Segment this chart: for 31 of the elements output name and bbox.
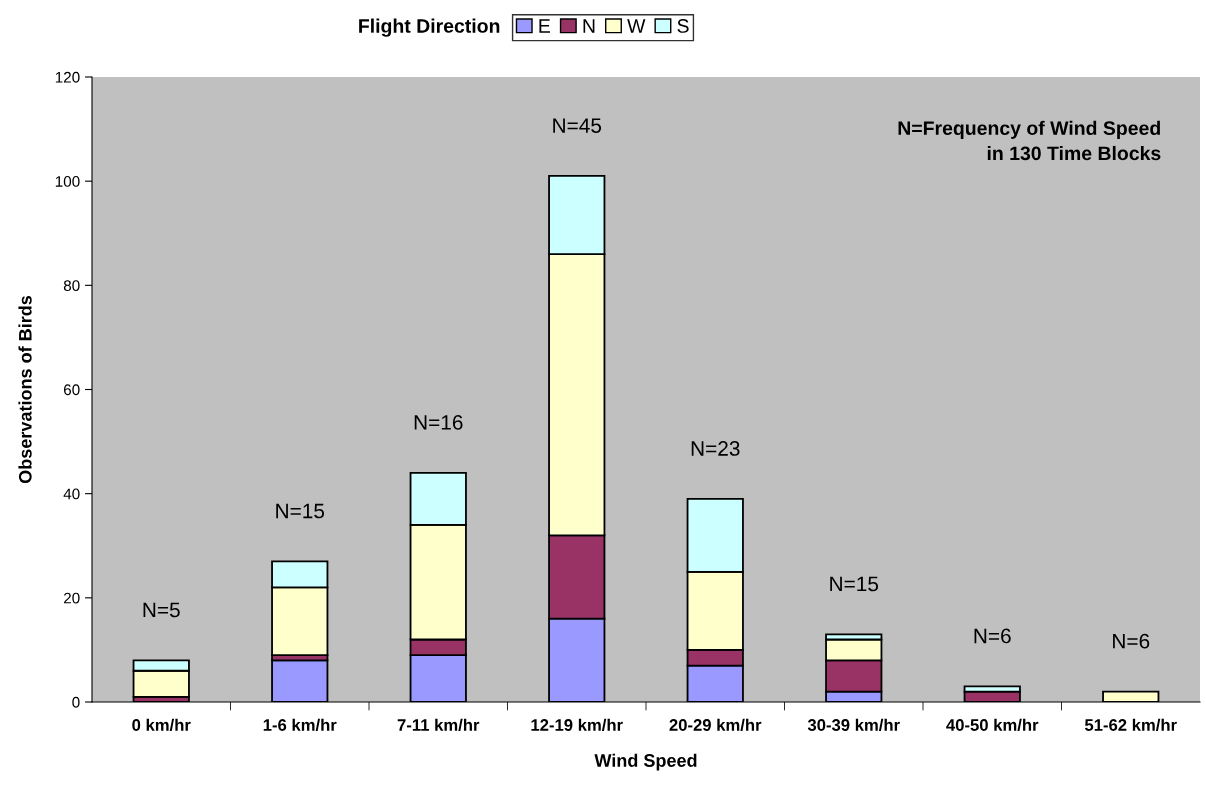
annotation: N=45	[553, 118, 602, 133]
annotation: N=6	[1113, 633, 1150, 649]
legend-title: Flight Direction	[359, 18, 500, 37]
annotation: N=15	[276, 503, 325, 519]
annotation: N=Frequency of Wind Speed in 130 Time Blocks	[898, 120, 1161, 161]
annotation: N=15	[830, 576, 879, 592]
x-tick-label: 12-19 km/hr	[531, 718, 623, 732]
x-tick-label: 40-50 km/hr	[946, 718, 1039, 732]
x-tick-label: 1-6 km/hr	[263, 718, 337, 732]
legend-label: N	[583, 19, 595, 33]
legend-label: S	[677, 19, 689, 33]
y-tick-label: 20	[63, 592, 80, 604]
legend-label: W	[627, 19, 646, 33]
annotation: N=16	[414, 415, 463, 430]
y-tick-label: 0	[72, 696, 80, 708]
y-tick-label: 60	[63, 384, 80, 396]
annotation: N=6	[974, 628, 1011, 644]
y-tick-label: 100	[55, 176, 80, 187]
x-tick-label: 51-62 km/hr	[1084, 718, 1177, 732]
legend-label: E	[539, 19, 550, 33]
annotation: N=5	[143, 602, 180, 618]
y-axis-title: Observations of Birds	[18, 295, 32, 484]
x-tick-label: 0 km/hr	[132, 718, 191, 732]
y-tick-label: 120	[55, 71, 80, 83]
y-tick-label: 40	[63, 488, 80, 500]
x-tick-label: 30-39 km/hr	[807, 718, 900, 732]
x-axis-title: Wind Speed	[594, 753, 697, 771]
x-tick-label: 20-29 km/hr	[669, 718, 762, 732]
annotation: N=23	[691, 441, 740, 456]
x-tick-label: 7-11 km/hr	[397, 718, 480, 732]
y-tick-label: 80	[63, 280, 80, 292]
